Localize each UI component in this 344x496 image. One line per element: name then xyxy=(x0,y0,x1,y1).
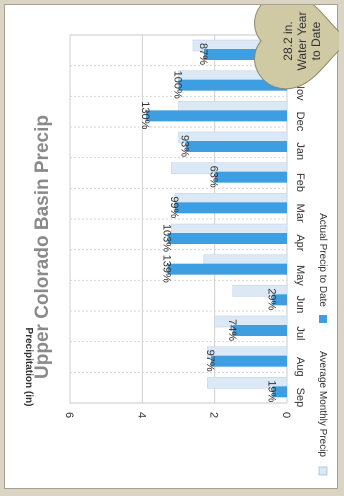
data-label: 139% xyxy=(161,255,173,283)
bar-actual-to-date xyxy=(214,171,287,183)
y-tick-label: 2 xyxy=(208,412,220,418)
category-label: May xyxy=(294,265,306,286)
data-label: 19% xyxy=(266,380,278,402)
bar-actual-to-date xyxy=(185,141,287,152)
data-label: 100% xyxy=(172,71,184,99)
bar-actual-to-date xyxy=(167,263,287,275)
legend-swatch-average xyxy=(318,466,328,476)
data-label: 97% xyxy=(204,350,216,372)
bar-average-monthly xyxy=(207,377,288,389)
bar-actual-to-date xyxy=(178,79,287,91)
data-label: 63% xyxy=(208,166,220,188)
data-label: 103% xyxy=(161,224,173,252)
category-label: Dec xyxy=(294,112,306,132)
bar-actual-to-date xyxy=(272,294,287,306)
category-label: Jun xyxy=(294,296,306,314)
bar-average-monthly xyxy=(232,285,288,297)
bar-actual-to-date xyxy=(272,386,287,398)
y-tick-label: 6 xyxy=(63,412,75,418)
category-label: Mar xyxy=(294,204,306,223)
category-label: Jan xyxy=(294,142,306,160)
data-label: 74% xyxy=(226,319,238,341)
data-label: 93% xyxy=(179,135,191,157)
legend-swatch-actual xyxy=(319,315,327,323)
annotation-text: 28.2 in. xyxy=(281,21,295,60)
bar-actual-to-date xyxy=(232,325,287,336)
category-label: Apr xyxy=(294,234,306,251)
data-label: 99% xyxy=(168,196,180,218)
bar-actual-to-date xyxy=(167,233,287,244)
precip-chart: 024687%Oct100%Nov130%Dec93%Jan63%Feb99%M… xyxy=(23,5,339,476)
data-label: 29% xyxy=(266,288,278,310)
data-label: 87% xyxy=(197,43,209,65)
category-label: Aug xyxy=(294,357,306,377)
y-tick-label: 4 xyxy=(135,412,147,418)
annotation-text: Water Year xyxy=(295,12,309,71)
y-tick-label: 0 xyxy=(280,412,292,418)
category-label: Sep xyxy=(294,388,306,408)
legend-label-actual: Actual Precip to Date xyxy=(317,213,328,307)
category-label: Feb xyxy=(294,173,306,192)
chart-card: 024687%Oct100%Nov130%Dec93%Jan63%Feb99%M… xyxy=(4,4,339,489)
data-label: 130% xyxy=(139,101,151,129)
bar-actual-to-date xyxy=(145,110,287,122)
bar-actual-to-date xyxy=(203,49,287,60)
category-label: Jul xyxy=(294,326,306,340)
annotation-heart-shape xyxy=(254,5,339,90)
legend-label-average: Average Monthly Precip xyxy=(317,351,328,457)
bar-actual-to-date xyxy=(211,355,287,367)
chart-title: Upper Colorado Basin Precip xyxy=(32,115,53,379)
annotation-badge: 28.2 in. Water Year to Date xyxy=(254,5,339,90)
annotation-text: to Date xyxy=(309,21,323,60)
y-axis-label: Precipitation (in) xyxy=(23,328,34,407)
bar-actual-to-date xyxy=(174,202,287,214)
